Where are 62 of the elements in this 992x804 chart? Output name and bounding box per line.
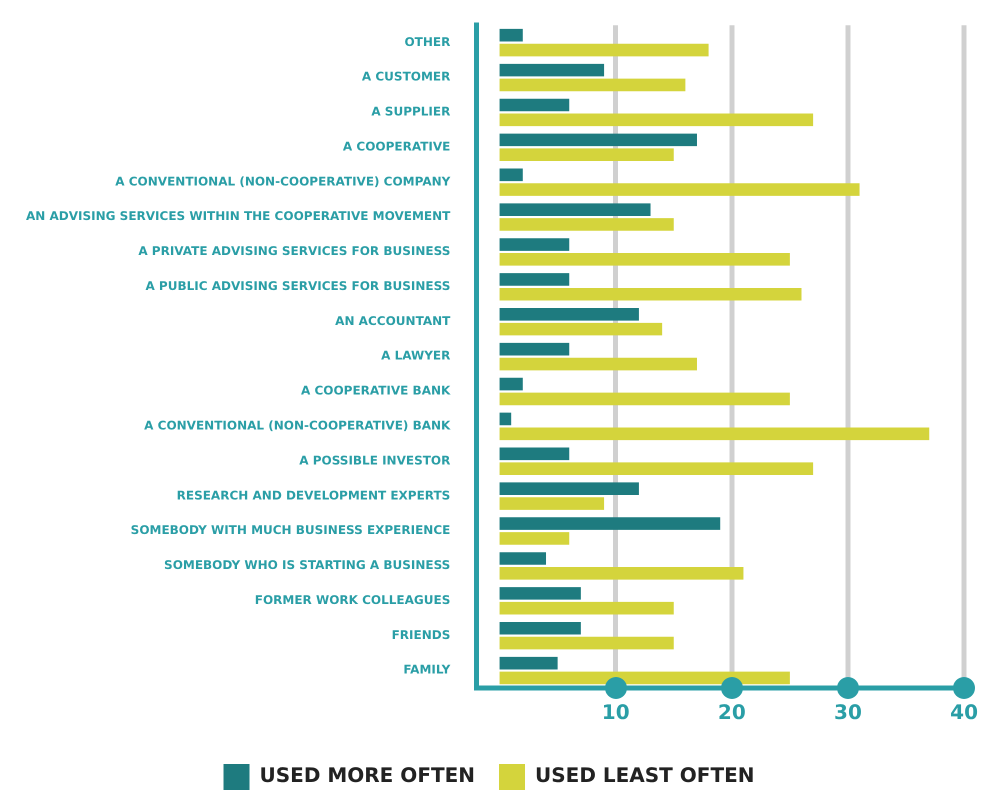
bar [500, 28, 523, 42]
y-tick-label: RESEARCH AND DEVELOPMENT EXPERTS [176, 488, 450, 502]
bar [500, 378, 523, 390]
bar [500, 342, 570, 356]
y-tick-label: AN ACCOUNTANT [335, 314, 452, 328]
x-tick-label: 10 [602, 700, 630, 724]
bar [500, 98, 570, 112]
x-tick-label: 40 [950, 700, 978, 724]
bar [500, 148, 674, 162]
bar [500, 587, 581, 600]
y-tick-label: SOMEBODY WITH MUCH BUSINESS EXPERIENCE [130, 523, 450, 538]
bar [500, 482, 639, 496]
legend-label: USED MORE OFTEN [260, 763, 476, 788]
bar [500, 532, 570, 545]
bar [500, 602, 674, 615]
bar [500, 168, 523, 182]
bar [500, 218, 674, 231]
bar [500, 238, 570, 251]
y-tick-label: OTHER [404, 34, 450, 49]
bar [500, 358, 697, 370]
y-tick-label: A POSSIBLE INVESTOR [299, 453, 450, 468]
bar [500, 78, 686, 92]
y-tick-label: A CUSTOMER [362, 70, 450, 84]
bar [500, 308, 639, 321]
bar [500, 517, 720, 530]
y-tick-label: SOMEBODY WHO IS STARTING A BUSINESS [164, 558, 450, 572]
y-tick-label: A CONVENTIONAL (NON-COOPERATIVE) COMPANY [115, 174, 451, 188]
bar [500, 497, 604, 510]
y-tick-label: A SUPPLIER [371, 104, 450, 119]
bar [500, 448, 570, 460]
y-tick-label: A LAWYER [381, 348, 450, 363]
y-tick-label: FAMILY [403, 662, 451, 677]
y-tick-label: A PUBLIC ADVISING SERVICES FOR BUSINESS [145, 278, 450, 293]
bar [500, 44, 709, 56]
y-tick-label: FRIENDS [392, 628, 450, 642]
y-tick-label: AN ADVISING SERVICES WITHIN THE COOPERATIVE MOVEMENT [26, 209, 452, 224]
bar [500, 203, 651, 216]
bar [500, 567, 744, 580]
bar [500, 462, 814, 475]
x-tick-label: 30 [834, 700, 862, 724]
bar [500, 427, 930, 440]
bar [500, 273, 570, 286]
bar [500, 412, 512, 426]
y-tick-label: FORMER WORK COLLEAGUES [254, 592, 450, 607]
bar [500, 656, 558, 670]
bar [500, 288, 802, 301]
bar [500, 183, 860, 196]
bar [500, 552, 546, 565]
bar [500, 64, 604, 76]
bar [500, 134, 697, 146]
y-tick-label: A COOPERATIVE [342, 139, 450, 154]
bar [500, 322, 662, 336]
y-tick-label: A PRIVATE ADVISING SERVICES FOR BUSINESS [138, 244, 450, 258]
bar [500, 392, 790, 406]
bar [500, 622, 581, 635]
y-tick-label: A CONVENTIONAL (NON-COOPERATIVE) BANK [144, 418, 452, 432]
legend-label: USED LEAST OFTEN [535, 763, 754, 788]
x-tick-label: 20 [718, 700, 746, 724]
bar [500, 253, 790, 266]
bar [500, 636, 674, 650]
y-tick-label: A COOPERATIVE BANK [300, 384, 452, 398]
bar [500, 114, 814, 126]
